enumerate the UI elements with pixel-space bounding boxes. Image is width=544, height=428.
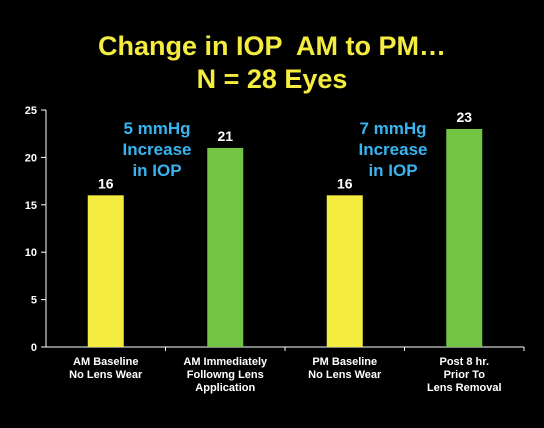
annotation-line: 5 mmHg	[123, 119, 191, 138]
chart-bars	[87, 128, 483, 347]
data-label-3: 16	[337, 175, 353, 191]
category-label-2: Followng Lens	[187, 369, 264, 381]
bar-1	[87, 195, 124, 347]
chart-title-line-2: N = 28 Eyes	[196, 64, 348, 94]
annotation-increase-2: 7 mmHg Increase in IOP	[333, 118, 453, 181]
category-label-1: No Lens Wear	[69, 369, 143, 381]
category-label-4: Lens Removal	[427, 382, 502, 394]
category-label-3: No Lens Wear	[308, 369, 382, 381]
bar-2	[207, 147, 244, 347]
annotation-line: Increase	[358, 140, 428, 159]
category-label-4: Post 8 hr.	[439, 356, 489, 368]
annotation-line: in IOP	[132, 161, 182, 180]
category-label-4: Prior To	[444, 369, 486, 381]
annotation-line: 7 mmHg	[359, 119, 427, 138]
category-label-2: AM Immediately	[183, 356, 268, 368]
data-label-2: 21	[217, 128, 233, 144]
y-tick-label: 25	[25, 105, 37, 117]
chart-axes: 0 5 10 15 20 25	[25, 105, 525, 354]
chart-title-line-1: Change in IOP AM to PM…	[97, 31, 446, 61]
bar-3	[326, 195, 363, 347]
annotation-line: Increase	[122, 140, 192, 159]
y-tick-label: 20	[25, 152, 37, 164]
y-tick-label: 15	[25, 200, 37, 212]
data-label-1: 16	[98, 175, 114, 191]
y-tick-label: 5	[31, 295, 37, 307]
category-label-1: AM Baseline	[73, 356, 138, 368]
annotation-increase-1: 5 mmHg Increase in IOP	[97, 118, 217, 181]
y-tick-label: 0	[31, 342, 37, 354]
y-tick-label: 10	[25, 247, 37, 259]
category-label-2: Application	[195, 382, 255, 394]
annotation-line: in IOP	[368, 161, 418, 180]
data-label-4: 23	[456, 109, 472, 125]
bar-4	[446, 128, 483, 347]
category-label-3: PM Baseline	[312, 356, 377, 368]
